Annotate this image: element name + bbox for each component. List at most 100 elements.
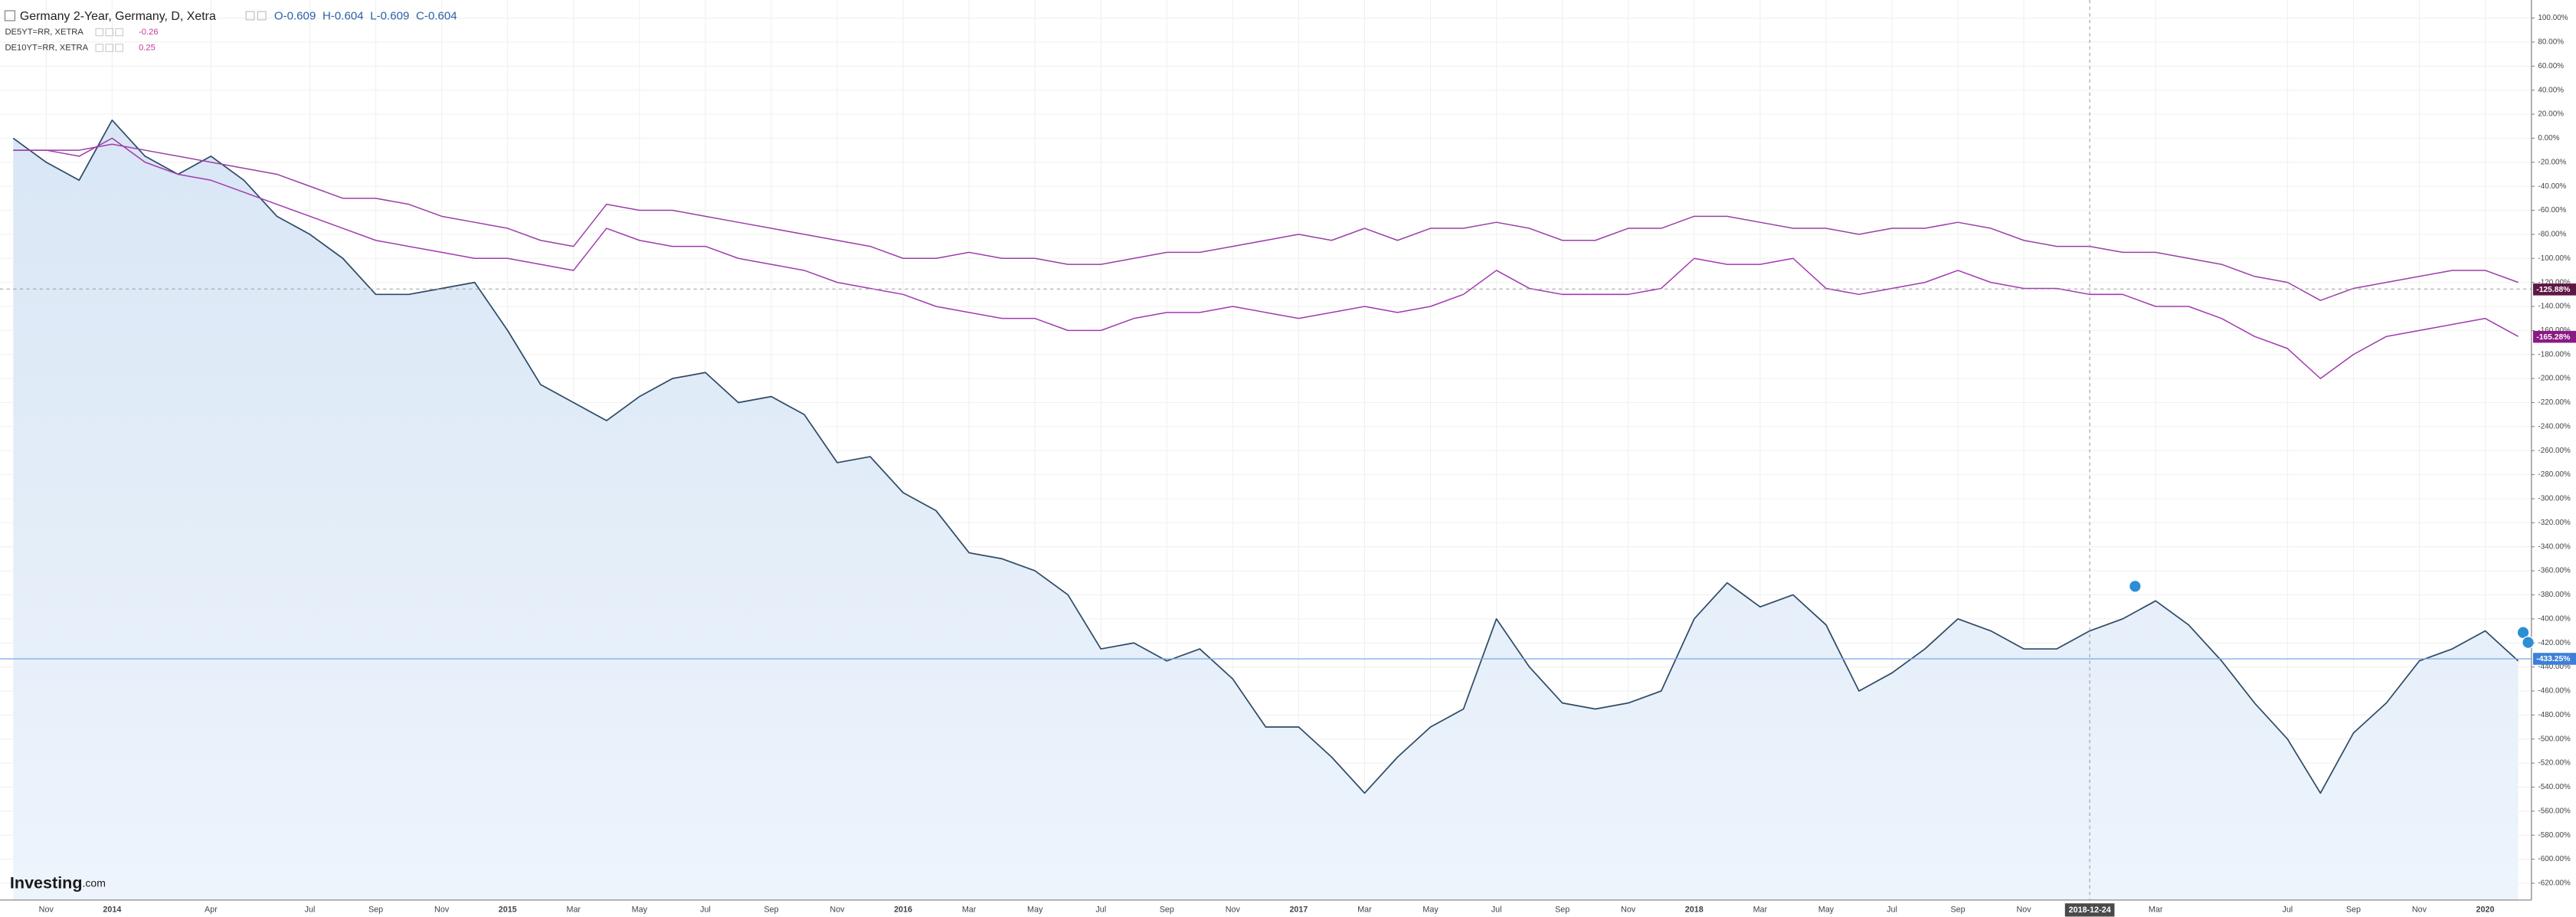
y-tick-label: 100.00%: [2538, 14, 2568, 22]
x-tick-label: Sep: [1555, 906, 1569, 915]
event-marker[interactable]: [2129, 579, 2142, 593]
y-tick-label: -20.00%: [2538, 158, 2566, 166]
x-tick-label: May: [632, 906, 648, 915]
ohlc-label: O: [274, 10, 283, 23]
x-tick-label: Sep: [1160, 906, 1174, 915]
x-tick-label: May: [1422, 906, 1439, 915]
crosshair-label: 2018-12-24: [2069, 906, 2111, 915]
x-tick-label: Nov: [39, 906, 54, 915]
x-tick-label: 2016: [894, 906, 912, 915]
legend-button: [115, 28, 123, 37]
y-tick-label: -60.00%: [2538, 206, 2566, 215]
last-value-tag: [2532, 330, 2576, 343]
legend-button: [105, 44, 113, 52]
y-tick-label: -480.00%: [2538, 711, 2571, 719]
y-tick-label: -380.00%: [2538, 591, 2571, 599]
x-tick-label: 2020: [2476, 906, 2495, 915]
series-line: [13, 137, 2519, 379]
y-tick-label: -440.00%: [2538, 663, 2571, 671]
legend-button[interactable]: [257, 11, 267, 21]
y-tick-label: -520.00%: [2538, 759, 2571, 768]
y-tick-label: -200.00%: [2538, 375, 2571, 383]
last-value-label: -165.28%: [2536, 333, 2570, 342]
y-tick-label: -400.00%: [2538, 614, 2571, 623]
series-line: [12, 119, 2519, 794]
y-tick-label: -580.00%: [2538, 831, 2571, 840]
watermark: Investing.com: [10, 873, 106, 892]
legend-name: DE10YT=RR, XETRA: [5, 43, 88, 52]
y-tick-label: -100.00%: [2538, 254, 2571, 263]
main-series-name: Germany 2-Year, Germany, D, Xetra: [20, 10, 216, 23]
legend-button: [105, 28, 113, 37]
y-tick-label: -460.00%: [2538, 687, 2571, 696]
ohlc-values: O-0.609 H-0.604 L-0.609 C-0.604: [274, 10, 457, 23]
y-tick-label: -540.00%: [2538, 783, 2571, 791]
x-tick-label: 2015: [499, 906, 517, 915]
ohlc-label: H: [322, 10, 331, 23]
y-tick-label: -260.00%: [2538, 447, 2571, 455]
y-tick-label: -220.00%: [2538, 398, 2571, 407]
y-tick-label: -600.00%: [2538, 855, 2571, 863]
x-tick-label: Mar: [962, 906, 977, 915]
ohlc-value: -0.604: [331, 10, 364, 23]
ohlc-value: -0.609: [283, 10, 316, 23]
x-tick-label: Nov: [434, 906, 450, 915]
y-tick-label: -420.00%: [2538, 639, 2571, 647]
y-tick-label: -500.00%: [2538, 735, 2571, 743]
y-tick-label: -560.00%: [2538, 807, 2571, 815]
y-tick-label: 40.00%: [2538, 86, 2564, 94]
last-value-tag: [2532, 653, 2576, 665]
x-tick-label: Sep: [2346, 906, 2361, 915]
watermark-main: Investing: [10, 873, 83, 892]
x-tick-label: Nov: [830, 906, 845, 915]
y-tick-label: 0.00%: [2538, 134, 2559, 142]
y-tick-label: -180.00%: [2538, 350, 2571, 359]
y-tick-label: -240.00%: [2538, 422, 2571, 431]
ohlc-value: -0.604: [424, 10, 457, 23]
x-tick-label: Jul: [2282, 906, 2293, 915]
series-line: [13, 143, 2519, 301]
x-tick-label: 2017: [1289, 906, 1308, 915]
y-tick-label: -320.00%: [2538, 519, 2571, 527]
x-tick-label: Sep: [764, 906, 778, 915]
x-tick-label: Jul: [1491, 906, 1502, 915]
y-tick-label: -620.00%: [2538, 879, 2571, 888]
x-tick-label: Sep: [368, 906, 383, 915]
y-tick-label: -360.00%: [2538, 567, 2571, 575]
x-tick-label: May: [1027, 906, 1043, 915]
legend-value: -0.26: [139, 28, 159, 37]
y-tick-label: -280.00%: [2538, 470, 2571, 479]
x-tick-label: May: [1818, 906, 1835, 915]
area-fill: [13, 120, 2519, 900]
x-tick-label: Jul: [305, 906, 316, 915]
x-tick-label: Apr: [205, 906, 218, 915]
ohlc-value: -0.609: [377, 10, 410, 23]
event-marker[interactable]: [2522, 636, 2535, 650]
x-tick-label: Mar: [1753, 906, 1768, 915]
x-tick-label: 2014: [103, 906, 121, 915]
x-tick-label: Mar: [1357, 906, 1372, 915]
x-tick-label: Mar: [2149, 906, 2163, 915]
x-tick-label: Jul: [1887, 906, 1897, 915]
collapse-button[interactable]: [4, 10, 16, 21]
legend-button: [95, 44, 103, 52]
x-tick-label: Sep: [1950, 906, 1965, 915]
legend-button[interactable]: [245, 11, 255, 21]
legend-button: [115, 44, 123, 52]
x-tick-label: Nov: [2412, 906, 2427, 915]
y-tick-label: -40.00%: [2538, 182, 2566, 191]
watermark-suffix: .com: [83, 876, 106, 889]
y-tick-label: -120.00%: [2538, 278, 2571, 287]
y-tick-label: -300.00%: [2538, 495, 2571, 503]
y-tick-label: -140.00%: [2538, 303, 2571, 311]
plot-area: [0, 119, 2532, 900]
legend-name: DE5YT=RR, XETRA: [5, 28, 83, 37]
x-tick-label: Nov: [2017, 906, 2032, 915]
y-tick-label: 20.00%: [2538, 110, 2564, 119]
last-value-label: -125.88%: [2536, 286, 2570, 294]
ohlc-label: L: [370, 10, 376, 23]
y-tick-label: -340.00%: [2538, 542, 2571, 551]
y-tick-label: 80.00%: [2538, 38, 2564, 47]
x-tick-label: Nov: [1621, 906, 1636, 915]
